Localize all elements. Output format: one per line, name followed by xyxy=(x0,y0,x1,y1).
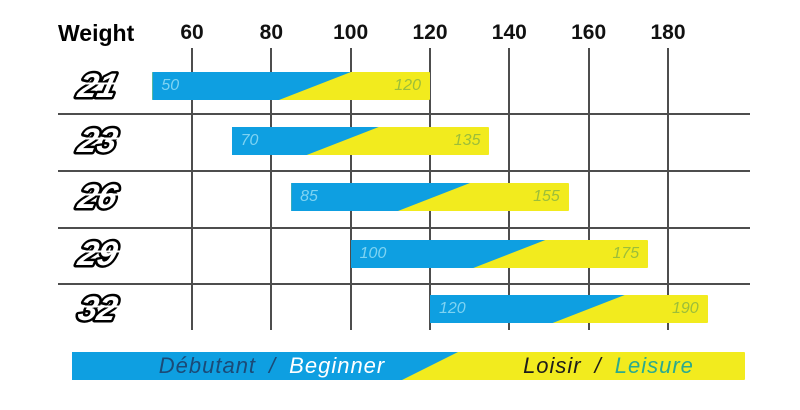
row-separator-line xyxy=(58,283,750,285)
legend-label-leisure: Leisure xyxy=(614,353,694,378)
row-separator-line xyxy=(58,227,750,229)
beginner-zone xyxy=(350,240,545,268)
size-badge-23: 23 xyxy=(57,120,140,162)
svg-text:29: 29 xyxy=(74,235,121,273)
axis-tick-label: 140 xyxy=(491,21,527,44)
weight-range-bar-21: 50 120 xyxy=(152,72,430,100)
min-weight-label: 85 xyxy=(300,188,318,205)
legend-slash: / xyxy=(594,353,602,378)
min-weight-label: 100 xyxy=(359,245,387,262)
vertical-gridline xyxy=(191,48,193,330)
size-badge-21: 21 xyxy=(57,65,140,107)
vertical-gridline xyxy=(587,48,590,330)
min-weight-label: 120 xyxy=(439,300,466,317)
legend-beginner-swatch xyxy=(72,352,458,380)
svg-text:21: 21 xyxy=(74,67,121,105)
legend-leisure-label: Loisir / Leisure xyxy=(472,352,745,380)
weight-range-bar-32: 120 190 xyxy=(430,295,708,323)
max-weight-label: 120 xyxy=(394,77,421,94)
svg-text:23: 23 xyxy=(74,122,121,160)
axis-tick-label: 160 xyxy=(571,21,607,44)
axis-tick-label: 180 xyxy=(650,21,686,44)
max-weight-label: 135 xyxy=(453,132,481,149)
axis-tick-label: 60 xyxy=(180,21,204,44)
beginner-zone xyxy=(231,127,379,155)
row-separator-line xyxy=(58,113,750,115)
size-badge-26: 26 xyxy=(57,176,140,218)
axis-tick-label: 80 xyxy=(259,21,283,44)
axis-tick-label: 100 xyxy=(333,21,369,44)
max-weight-label: 155 xyxy=(533,188,560,205)
min-weight-label: 50 xyxy=(161,77,180,94)
weight-range-bar-26: 85 155 xyxy=(291,183,569,211)
size-badge-32: 32 xyxy=(57,288,140,330)
weight-range-bar-23: 70 135 xyxy=(231,127,490,155)
legend-slash: / xyxy=(269,353,277,378)
legend-label-debutant: Débutant xyxy=(158,353,257,378)
legend-label-loisir: Loisir xyxy=(523,353,582,378)
max-weight-label: 175 xyxy=(612,245,640,262)
svg-text:26: 26 xyxy=(74,178,122,216)
weight-range-bar-29: 100 175 xyxy=(350,240,649,268)
min-weight-label: 70 xyxy=(240,132,259,149)
chart-title: Weight xyxy=(58,20,135,46)
vertical-gridline xyxy=(667,48,669,330)
axis-tick-label: 120 xyxy=(412,21,448,44)
size-badge-29: 29 xyxy=(57,233,140,275)
beginner-zone xyxy=(430,295,625,323)
vertical-gridline xyxy=(270,48,273,330)
beginner-zone xyxy=(291,183,470,211)
legend-beginner-label: Débutant / Beginner xyxy=(72,352,472,380)
beginner-zone xyxy=(152,72,351,100)
row-separator-line xyxy=(58,170,750,172)
legend-bar: Débutant / Beginner Loisir / Leisure xyxy=(72,352,745,380)
legend-label-beginner: Beginner xyxy=(289,353,386,378)
max-weight-label: 190 xyxy=(671,300,699,317)
svg-text:32: 32 xyxy=(75,290,121,328)
